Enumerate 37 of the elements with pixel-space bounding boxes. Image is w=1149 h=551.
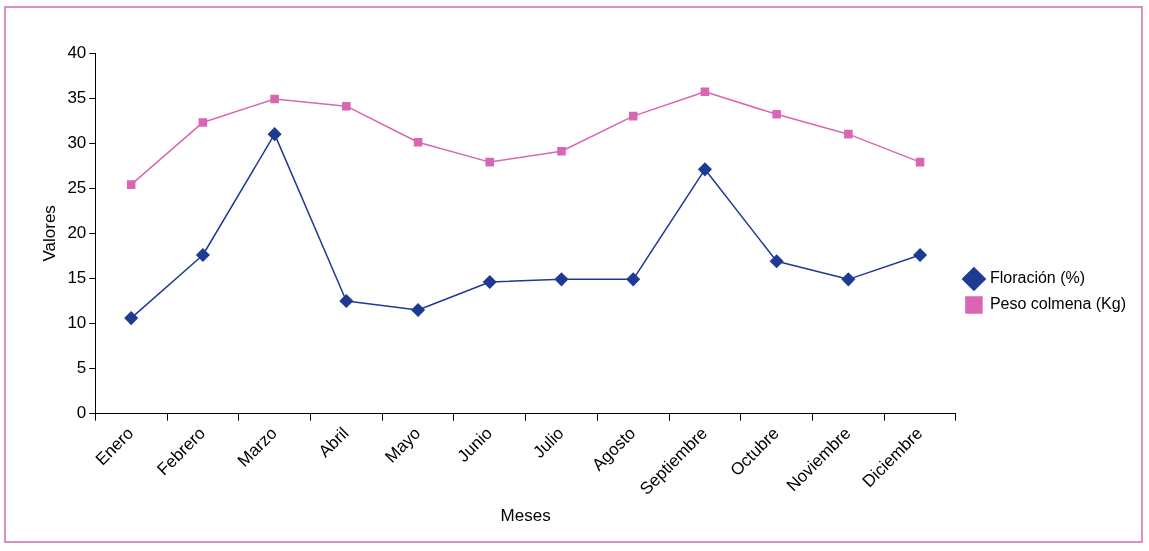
point xyxy=(196,248,210,262)
y-tick-label: 30 xyxy=(67,132,87,152)
point xyxy=(841,272,856,287)
point xyxy=(339,294,354,308)
point xyxy=(413,137,423,147)
point xyxy=(267,127,282,141)
y-tick-label: 0 xyxy=(76,403,87,423)
point xyxy=(198,118,208,127)
legend-label: Peso colmena (Kg) xyxy=(989,295,1126,313)
point xyxy=(698,162,712,177)
point xyxy=(270,94,279,104)
x-axis-title: Meses xyxy=(500,506,551,526)
point xyxy=(628,111,638,121)
y-tick-label: 40 xyxy=(67,42,87,62)
point xyxy=(483,275,497,289)
point xyxy=(124,311,138,325)
point xyxy=(126,180,136,189)
point xyxy=(769,254,784,269)
y-axis-title: Valores xyxy=(39,205,59,262)
point xyxy=(844,129,853,139)
y-tick-label: 5 xyxy=(76,358,87,378)
y-tick-label: 15 xyxy=(67,268,87,288)
y-tick-label: 10 xyxy=(67,313,87,333)
point xyxy=(772,110,781,119)
y-tick-label: 20 xyxy=(67,223,87,243)
y-tick-label: 35 xyxy=(67,87,87,107)
point xyxy=(342,101,351,111)
point xyxy=(700,87,710,97)
point xyxy=(554,272,569,287)
point xyxy=(411,303,425,317)
point xyxy=(915,157,925,167)
point xyxy=(485,157,495,167)
point xyxy=(913,248,927,262)
point xyxy=(626,272,640,287)
y-tick-label: 25 xyxy=(67,177,87,197)
legend-label: Floración (%) xyxy=(989,269,1086,287)
point xyxy=(557,147,566,156)
